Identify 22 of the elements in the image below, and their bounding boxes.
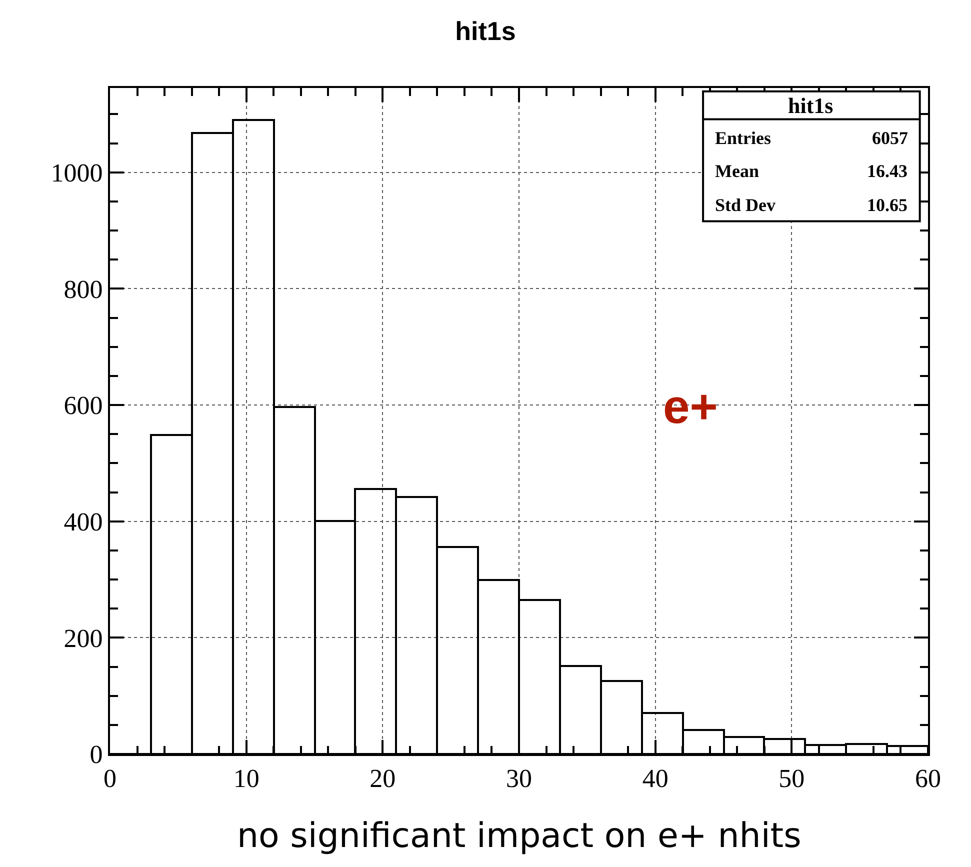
annotation: 10.65	[867, 195, 908, 215]
annotation: Entries	[715, 128, 771, 148]
annotation: hit1s	[788, 93, 834, 118]
text: no significant impact on e+ nhits	[237, 816, 802, 856]
y-tick-label: 400	[64, 507, 103, 536]
annotation: Std Dev	[715, 195, 776, 215]
x-tick-label: 50	[778, 764, 805, 794]
x-tick-label: 60	[915, 764, 941, 794]
annotation: Mean	[715, 161, 759, 181]
x-tick-label: 20	[370, 764, 396, 794]
chart-title: hit1s	[455, 16, 516, 46]
y-tick-label: 200	[64, 624, 103, 653]
annotation: e+	[663, 381, 718, 434]
x-tick-label: 40	[642, 764, 668, 794]
annotation: 16.43	[867, 161, 908, 181]
y-tick-label: 1000	[50, 158, 103, 188]
x-tick-label: 30	[506, 764, 532, 794]
y-tick-label: 800	[64, 274, 103, 304]
y-tick-label: 0	[90, 740, 103, 770]
x-tick-label: 10	[233, 764, 260, 794]
annotation: 6057	[872, 128, 908, 148]
y-tick-label: 600	[64, 391, 103, 420]
